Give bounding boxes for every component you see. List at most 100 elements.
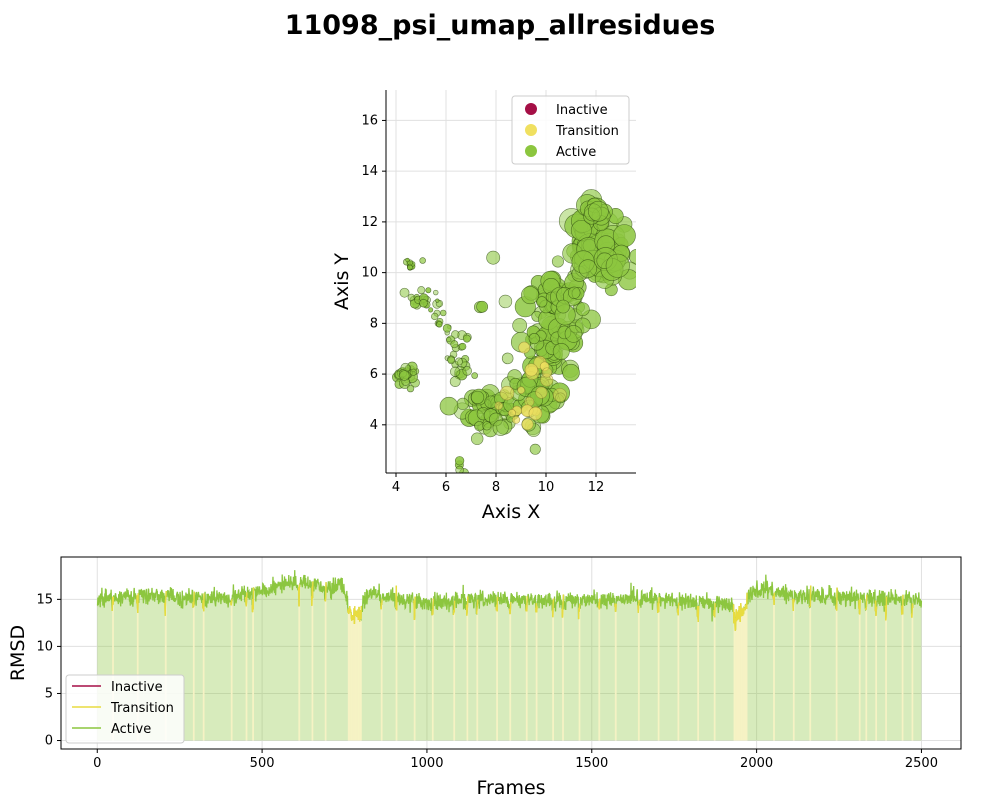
rmsd-x-tick-label: 0 [93, 756, 101, 771]
scatter-point [486, 250, 501, 265]
rmsd-transition-band [678, 605, 680, 741]
scatter-point [529, 443, 541, 455]
scatter-x-tick-label: 4 [392, 480, 400, 495]
scatter-point [508, 409, 516, 417]
scatter-point [471, 372, 479, 379]
scatter-y-tick-label: 16 [361, 113, 378, 128]
rmsd-transition-band [477, 606, 479, 741]
scatter-legend-label: Active [556, 145, 596, 160]
rmsd-y-tick-label: 10 [36, 639, 53, 654]
rmsd-transition-band [414, 615, 416, 741]
rmsd-transition-band [714, 617, 716, 741]
scatter-point [524, 363, 538, 377]
scatter-point [492, 419, 509, 436]
scatter-point [417, 286, 426, 295]
rmsd-transition-band [231, 599, 233, 741]
scatter-legend-label: Inactive [556, 103, 608, 118]
rmsd-transition-band [312, 598, 314, 741]
rmsd-transition-band [193, 605, 195, 741]
rmsd-transition-band [203, 611, 205, 741]
scatter-point [571, 287, 585, 300]
scatter-point [406, 384, 415, 393]
scatter-point [568, 286, 581, 299]
rmsd-transition-band [510, 610, 512, 741]
rmsd-transition-band [563, 601, 564, 741]
scatter-point [552, 343, 570, 360]
scatter-point [449, 376, 461, 387]
scatter-point [512, 318, 528, 333]
scatter-x-tick-label: 8 [492, 480, 500, 495]
scatter-point [512, 415, 521, 424]
scatter-point [494, 401, 503, 410]
rmsd-transition-band [361, 619, 362, 741]
rmsd-x-axis-label: Frames [476, 777, 545, 799]
rmsd-x-tick-label: 2000 [740, 756, 773, 771]
rmsd-y-tick-label: 5 [45, 686, 53, 701]
scatter-point [462, 366, 472, 376]
scatter-point [518, 341, 531, 354]
rmsd-y-tick-label: 15 [36, 592, 53, 607]
scatter-point [425, 287, 432, 294]
scatter-point [528, 333, 540, 345]
scatter-point [405, 257, 410, 263]
scatter-y-tick-label: 4 [370, 418, 378, 433]
scatter-point [419, 298, 428, 308]
scatter-point [499, 385, 515, 401]
scatter-point [399, 370, 410, 381]
rmsd-x-tick-label: 500 [250, 756, 275, 771]
rmsd-transition-band [381, 604, 383, 741]
rmsd-transition-band [454, 612, 456, 741]
rmsd-legend [65, 674, 185, 744]
scatter-point [450, 366, 461, 377]
scatter-point [553, 388, 567, 402]
scatter-point [436, 321, 443, 328]
rmsd-y-axis-label: RMSD [7, 625, 29, 681]
rmsd-transition-band [658, 612, 660, 741]
scatter-point [482, 421, 492, 431]
scatter-legend-marker [525, 124, 537, 136]
figure-title: 11098_psi_umap_allresidues [284, 10, 716, 41]
scatter-point [433, 289, 439, 296]
scatter-point [431, 312, 439, 321]
scatter-point [517, 386, 525, 395]
scatter-point [557, 325, 572, 340]
scatter-point [541, 367, 553, 378]
scatter-point [535, 386, 548, 399]
scatter-point [612, 224, 636, 248]
scatter-x-axis-label: Axis X [482, 501, 540, 523]
rmsd-transition-band [886, 613, 887, 741]
scatter-point [399, 287, 410, 298]
rmsd-transition-band [793, 602, 795, 741]
rmsd-legend-label: Transition [110, 701, 174, 716]
scatter-point [521, 286, 540, 305]
rmsd-transition-band [113, 604, 114, 741]
rmsd-transition-band [526, 611, 528, 741]
rmsd-x-tick-label: 2500 [905, 756, 938, 771]
scatter-point [442, 323, 452, 333]
scatter-point [454, 456, 465, 466]
scatter-y-tick-label: 12 [361, 215, 378, 230]
scatter-point [462, 334, 471, 343]
rmsd-transition-band [859, 614, 861, 741]
scatter-point [578, 259, 598, 278]
scatter-y-axis-label: Axis Y [331, 253, 353, 310]
rmsd-transition-band [497, 611, 498, 741]
scatter-points [392, 189, 636, 473]
scatter-point [446, 336, 452, 343]
rmsd-x-tick-label: 1000 [410, 756, 443, 771]
rmsd-transition-band [299, 584, 301, 741]
scatter-point [536, 296, 548, 308]
rmsd-transition-band [599, 609, 601, 741]
rmsd-y-tick-label: 0 [45, 734, 53, 749]
scatter-point [455, 357, 463, 366]
scatter-point [451, 330, 460, 339]
scatter-y-tick-label: 8 [370, 316, 378, 331]
scatter-point [456, 397, 469, 410]
rmsd-transition-band [396, 610, 398, 741]
rmsd-transition-band [866, 606, 868, 741]
rmsd-transition-band [698, 621, 700, 741]
rmsd-transition-band [638, 602, 640, 741]
rmsd-transition-band [432, 614, 434, 741]
rmsd-transition-band [553, 603, 554, 741]
